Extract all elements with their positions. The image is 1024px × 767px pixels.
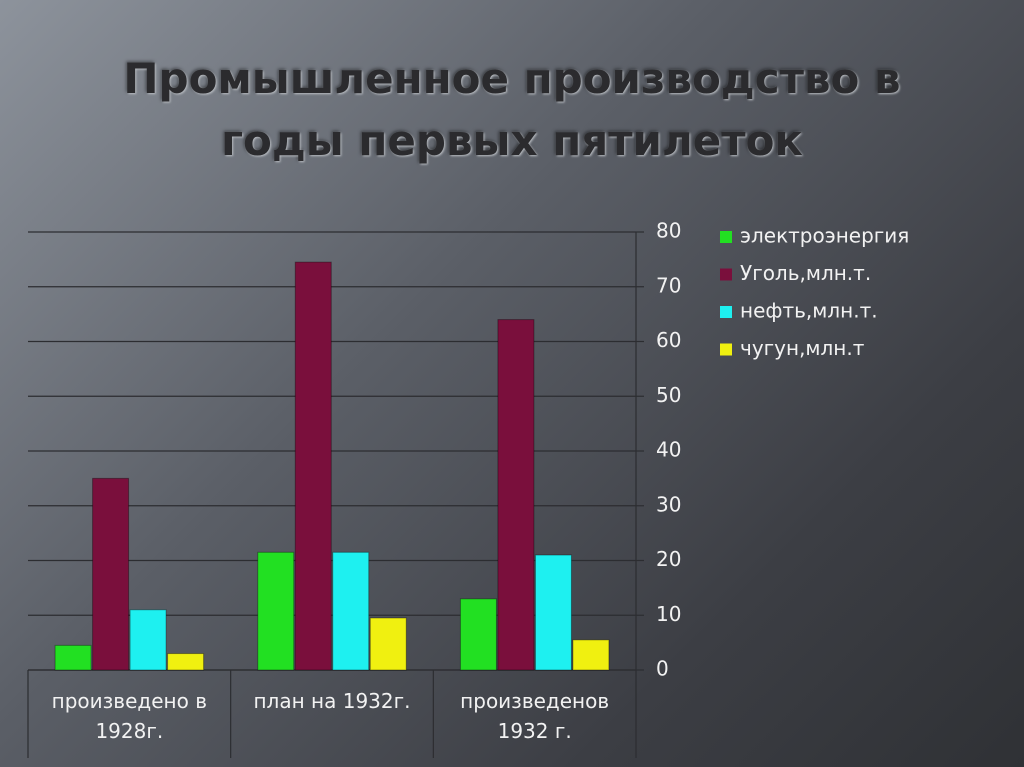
y-tick-label: 20	[656, 547, 681, 571]
legend-label: нефть,млн.т.	[740, 299, 878, 323]
bar	[459, 598, 497, 671]
x-tick-label: план на 1932г.	[253, 689, 411, 713]
legend-label: электроэнергия	[740, 224, 909, 248]
y-tick-label: 60	[656, 328, 681, 352]
bar	[54, 644, 92, 671]
y-tick-label: 70	[656, 273, 681, 297]
y-tick-label: 50	[656, 383, 681, 407]
legend-label: чугун,млн.т	[740, 336, 865, 360]
bar	[167, 653, 205, 671]
legend-swatch	[720, 268, 732, 281]
x-tick-label: произведенов 1932 г.	[460, 689, 610, 743]
bar	[129, 609, 167, 671]
bar	[92, 477, 130, 671]
legend-swatch	[720, 231, 732, 243]
legend-swatch	[720, 343, 732, 356]
legend-label: Уголь,млн.т.	[740, 261, 871, 285]
y-tick-label: 0	[656, 657, 669, 681]
y-tick-label: 30	[656, 492, 681, 516]
bar	[257, 551, 295, 671]
chart-title: Промышленное производство в годы первых …	[123, 54, 901, 165]
bar	[572, 639, 610, 671]
x-tick-label: произведено в 1928г.	[51, 689, 207, 743]
y-tick-label: 10	[656, 602, 681, 626]
bar	[497, 319, 535, 671]
legend-swatch	[720, 306, 732, 318]
bar	[332, 551, 370, 671]
y-tick-label: 40	[656, 438, 681, 462]
bar	[534, 554, 572, 671]
bar	[369, 617, 407, 671]
bar	[294, 261, 332, 671]
y-tick-label: 80	[656, 219, 681, 243]
